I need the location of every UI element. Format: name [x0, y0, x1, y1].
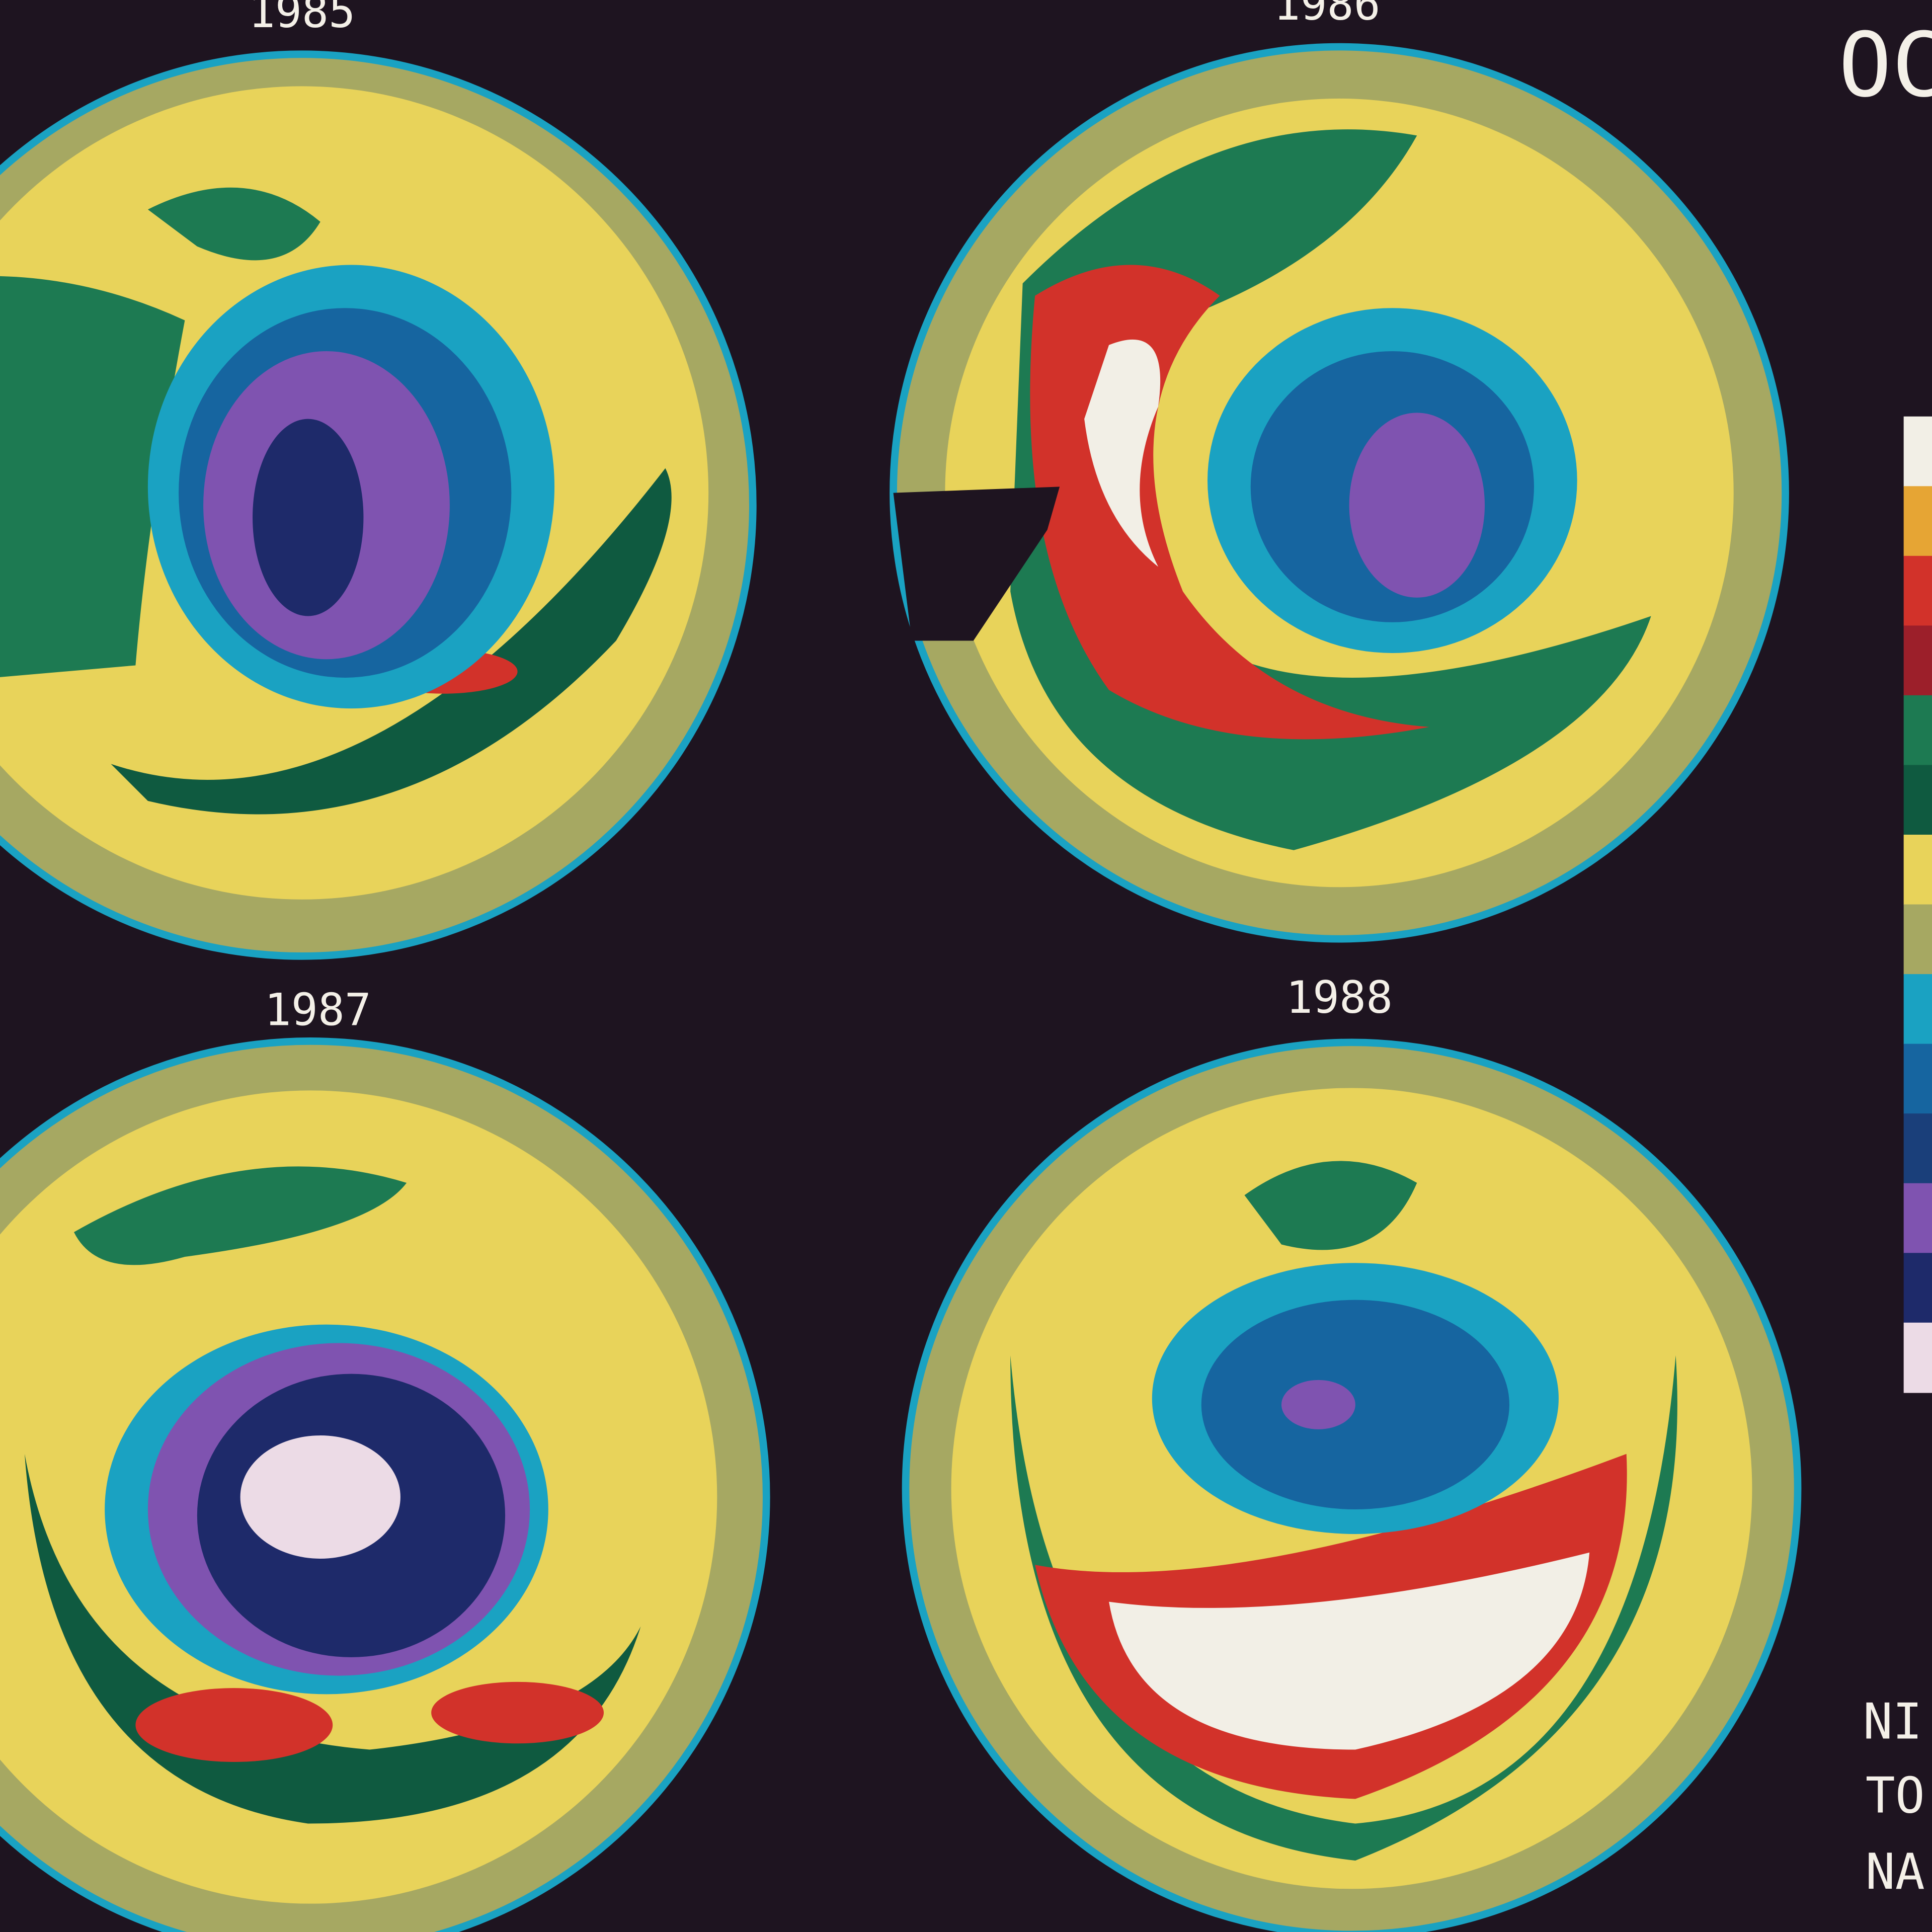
- scale-swatch: [1903, 486, 1932, 557]
- panel-label: 1987: [265, 984, 371, 1035]
- ozone-map: [893, 47, 1786, 939]
- footer-line: NI: [1863, 1693, 1922, 1750]
- scale-swatch: [1903, 835, 1932, 905]
- footer-line: TO: [1866, 1767, 1925, 1824]
- scale-swatch: [1903, 416, 1932, 487]
- scale-swatch: [1903, 974, 1932, 1044]
- scale-swatch: [1903, 904, 1932, 975]
- scale-swatch: [1903, 555, 1932, 626]
- header: OC: [1838, 13, 1932, 117]
- scale-swatch: [1903, 765, 1932, 836]
- scale-swatch: [1903, 1113, 1932, 1184]
- scale-swatch: [1903, 1253, 1932, 1324]
- scale-swatch: [1903, 1322, 1932, 1393]
- panel-label: 1986: [1273, 0, 1380, 30]
- color-scale: [1903, 416, 1932, 1393]
- scale-swatch: [1903, 695, 1932, 766]
- scale-swatch: [1903, 1183, 1932, 1254]
- scale-swatch: [1903, 625, 1932, 696]
- ozone-map: [0, 54, 753, 956]
- panel-label: 1985: [249, 0, 355, 38]
- ozone-map: [906, 1042, 1798, 1932]
- scale-swatch: [1903, 1043, 1932, 1114]
- panel-label: 1988: [1286, 972, 1393, 1023]
- ozone-map: [0, 1041, 767, 1932]
- footer-line: NA: [1866, 1843, 1925, 1901]
